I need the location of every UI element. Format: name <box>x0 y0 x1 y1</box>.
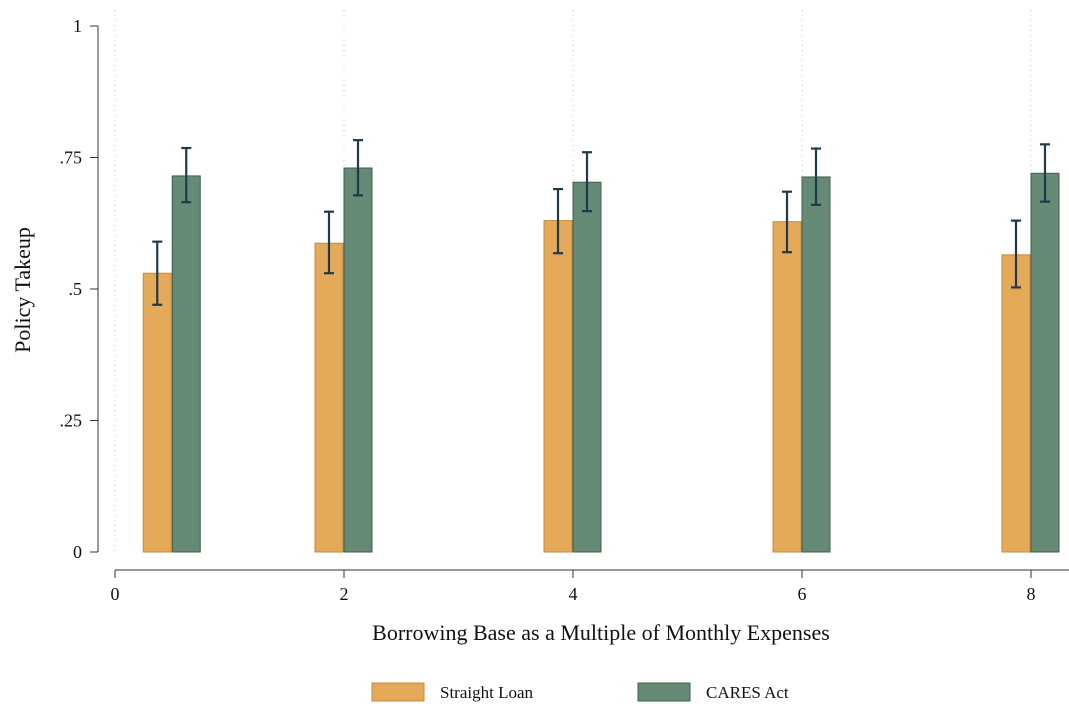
y-tick-label: .75 <box>60 148 83 168</box>
y-tick-label: 1 <box>73 16 82 36</box>
legend-swatch <box>372 683 424 701</box>
bar <box>802 177 830 552</box>
bar <box>1002 255 1030 552</box>
bar <box>172 176 200 552</box>
y-tick-label: .5 <box>69 279 83 299</box>
x-tick-label: 6 <box>798 584 807 604</box>
x-tick-label: 0 <box>111 584 120 604</box>
x-tick-label: 4 <box>569 584 578 604</box>
x-tick-label: 8 <box>1027 584 1036 604</box>
bar <box>143 273 171 552</box>
bar <box>1031 173 1059 552</box>
x-tick-label: 2 <box>340 584 349 604</box>
y-tick-label: 0 <box>73 542 82 562</box>
legend-swatch <box>638 683 690 701</box>
y-axis-title: Policy Takeup <box>10 227 35 353</box>
bar <box>344 168 372 552</box>
legend-label: Straight Loan <box>440 683 534 702</box>
y-tick-label: .25 <box>60 411 83 431</box>
legend-label: CARES Act <box>706 683 789 702</box>
legend: Straight Loan CARES Act <box>372 683 789 702</box>
bar <box>573 182 601 552</box>
x-axis-title: Borrowing Base as a Multiple of Monthly … <box>372 620 830 645</box>
bar <box>544 221 572 552</box>
bar <box>773 222 801 552</box>
bars <box>143 168 1059 552</box>
bar <box>315 243 343 552</box>
